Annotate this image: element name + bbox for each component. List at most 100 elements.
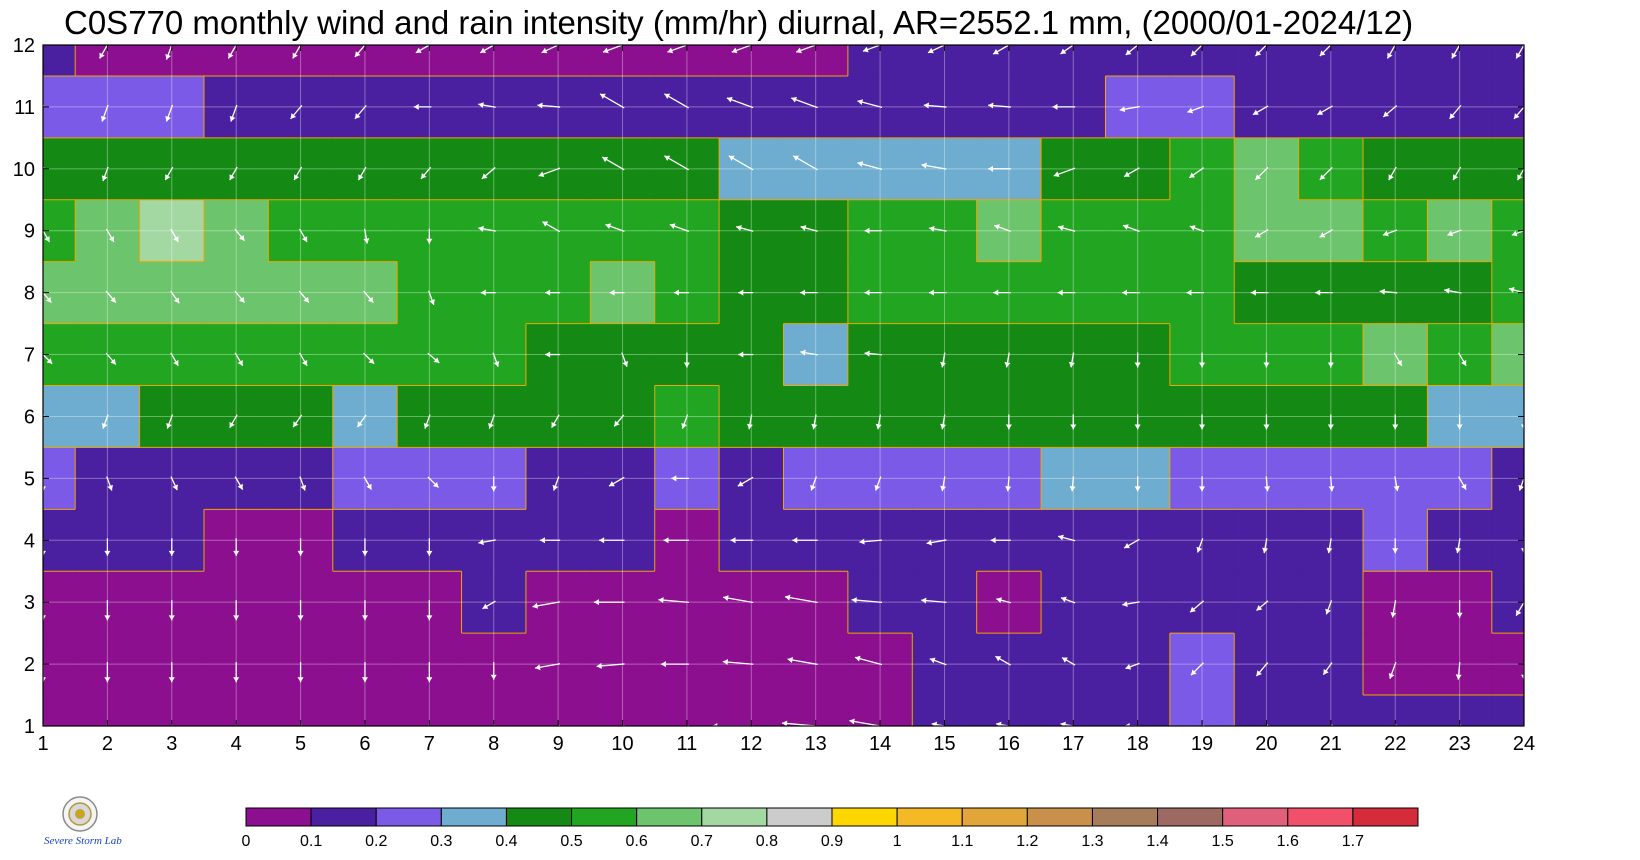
- x-tick-label: 22: [1384, 733, 1406, 755]
- colorbar-tick-label: 1.4: [1146, 833, 1168, 850]
- wind-arrow: [545, 351, 561, 358]
- wind-arrow: [170, 352, 179, 367]
- wind-arrow: [1456, 414, 1463, 430]
- wind-arrow: [667, 43, 690, 54]
- wind-arrow: [795, 43, 818, 54]
- wind-arrow: [609, 289, 625, 296]
- wind-arrow: [428, 290, 435, 306]
- x-tick-label: 10: [611, 733, 633, 755]
- wind-arrow: [427, 352, 440, 364]
- wind-arrow: [874, 476, 882, 491]
- wind-arrow: [857, 161, 883, 170]
- wind-arrow: [1325, 600, 1333, 615]
- wind-arrow: [233, 600, 240, 621]
- wind-arrow: [478, 225, 496, 232]
- wind-arrow: [363, 352, 375, 365]
- wind-arrow: [993, 289, 1011, 296]
- wind-arrow: [354, 104, 367, 120]
- colorbar-tick-label: 0.3: [430, 833, 452, 850]
- wind-arrow: [1256, 600, 1269, 612]
- wind-arrow: [1199, 476, 1206, 492]
- wind-arrow: [1061, 657, 1076, 666]
- x-tick-label: 23: [1448, 733, 1470, 755]
- wind-arrow: [787, 657, 818, 666]
- heatmap-cell: [1491, 199, 1525, 262]
- heatmap-cell: [590, 385, 655, 448]
- wind-arrow: [1186, 289, 1205, 296]
- wind-arrow: [542, 221, 561, 233]
- y-tick-label: 3: [24, 592, 35, 614]
- wind-arrow: [1328, 476, 1335, 492]
- wind-arrow: [1262, 538, 1268, 554]
- colorbar-tick-label: 1.5: [1212, 833, 1234, 850]
- colorbar-tick-label: 1.7: [1342, 833, 1364, 850]
- wind-arrow: [229, 104, 238, 122]
- colorbar: 0 0.1 0.2 0.3 0.4 0.5 0.6 0.7 0.8 0.9 1 1.1 1.2 1.3 1.…: [242, 807, 1419, 850]
- wind-arrow: [1122, 289, 1140, 296]
- wind-arrow: [1254, 43, 1269, 57]
- wind-arrow: [482, 600, 496, 610]
- heatmap-cell: [42, 44, 76, 77]
- wind-arrow: [784, 594, 818, 604]
- wind-arrow: [993, 224, 1011, 233]
- colorbar-swatch: [245, 807, 312, 827]
- wind-arrow: [1199, 414, 1206, 430]
- wind-arrow: [928, 289, 947, 296]
- colorbar-tick-label: 1: [893, 833, 902, 850]
- wind-arrow: [427, 476, 439, 489]
- wind-arrow: [810, 476, 817, 491]
- severe-storm-lab-logo-icon: Severe Storm Lab.: [42, 792, 125, 854]
- wind-arrow: [1263, 414, 1270, 430]
- wind-arrow: [299, 228, 308, 243]
- colorbar-tick-label: 1.6: [1277, 833, 1299, 850]
- wind-arrow: [1455, 662, 1462, 680]
- colorbar-swatch: [1091, 807, 1159, 827]
- wind-arrow: [290, 104, 303, 120]
- wind-arrow: [478, 539, 496, 546]
- wind-arrow: [413, 103, 432, 110]
- y-tick-label: 4: [24, 530, 35, 552]
- colorbar-swatch: [1287, 807, 1354, 827]
- wind-arrow: [669, 223, 690, 233]
- wind-arrow: [1123, 167, 1140, 178]
- wind-arrow: [1518, 723, 1525, 745]
- wind-arrow: [1387, 723, 1397, 744]
- wind-arrow: [723, 595, 754, 604]
- wind-arrow: [1393, 476, 1400, 492]
- colorbar-tick-label: 1.2: [1016, 833, 1038, 850]
- wind-arrow: [996, 597, 1011, 604]
- wind-arrow: [1393, 352, 1403, 367]
- wind-arrow: [481, 167, 496, 180]
- wind-arrow: [851, 597, 883, 604]
- x-tick-label: 21: [1320, 733, 1342, 755]
- x-tick-label: 12: [740, 733, 762, 755]
- colorbar-swatch: [961, 807, 1028, 827]
- wind-arrow: [490, 724, 497, 742]
- wind-arrow: [354, 43, 367, 58]
- wind-arrow: [233, 538, 240, 556]
- wind-arrow: [165, 104, 174, 122]
- wind-arrow: [1052, 103, 1076, 110]
- wind-arrow: [857, 99, 883, 109]
- y-tick-label: 1: [24, 716, 35, 738]
- wind-arrow: [791, 96, 818, 109]
- wind-arrow: [593, 599, 625, 606]
- wind-arrow: [664, 93, 689, 109]
- y-tick-label: 2: [24, 654, 35, 676]
- wind-arrow: [356, 414, 367, 428]
- wind-arrow: [293, 166, 303, 181]
- wind-arrow: [101, 414, 109, 429]
- wind-arrow: [299, 476, 307, 491]
- wind-arrow: [1392, 538, 1399, 554]
- wind-arrow: [1456, 600, 1463, 618]
- wind-arrow: [1125, 662, 1140, 670]
- wind-arrow: [1458, 352, 1467, 367]
- wind-arrow: [490, 662, 497, 680]
- wind-arrow: [361, 724, 368, 745]
- wind-arrow: [40, 724, 46, 745]
- heatmap-cell: [1233, 509, 1299, 572]
- colorbar-swatch: [1222, 807, 1289, 827]
- y-tick-label: 12: [13, 35, 35, 57]
- wind-arrow: [233, 724, 240, 745]
- wind-arrow: [1326, 538, 1333, 554]
